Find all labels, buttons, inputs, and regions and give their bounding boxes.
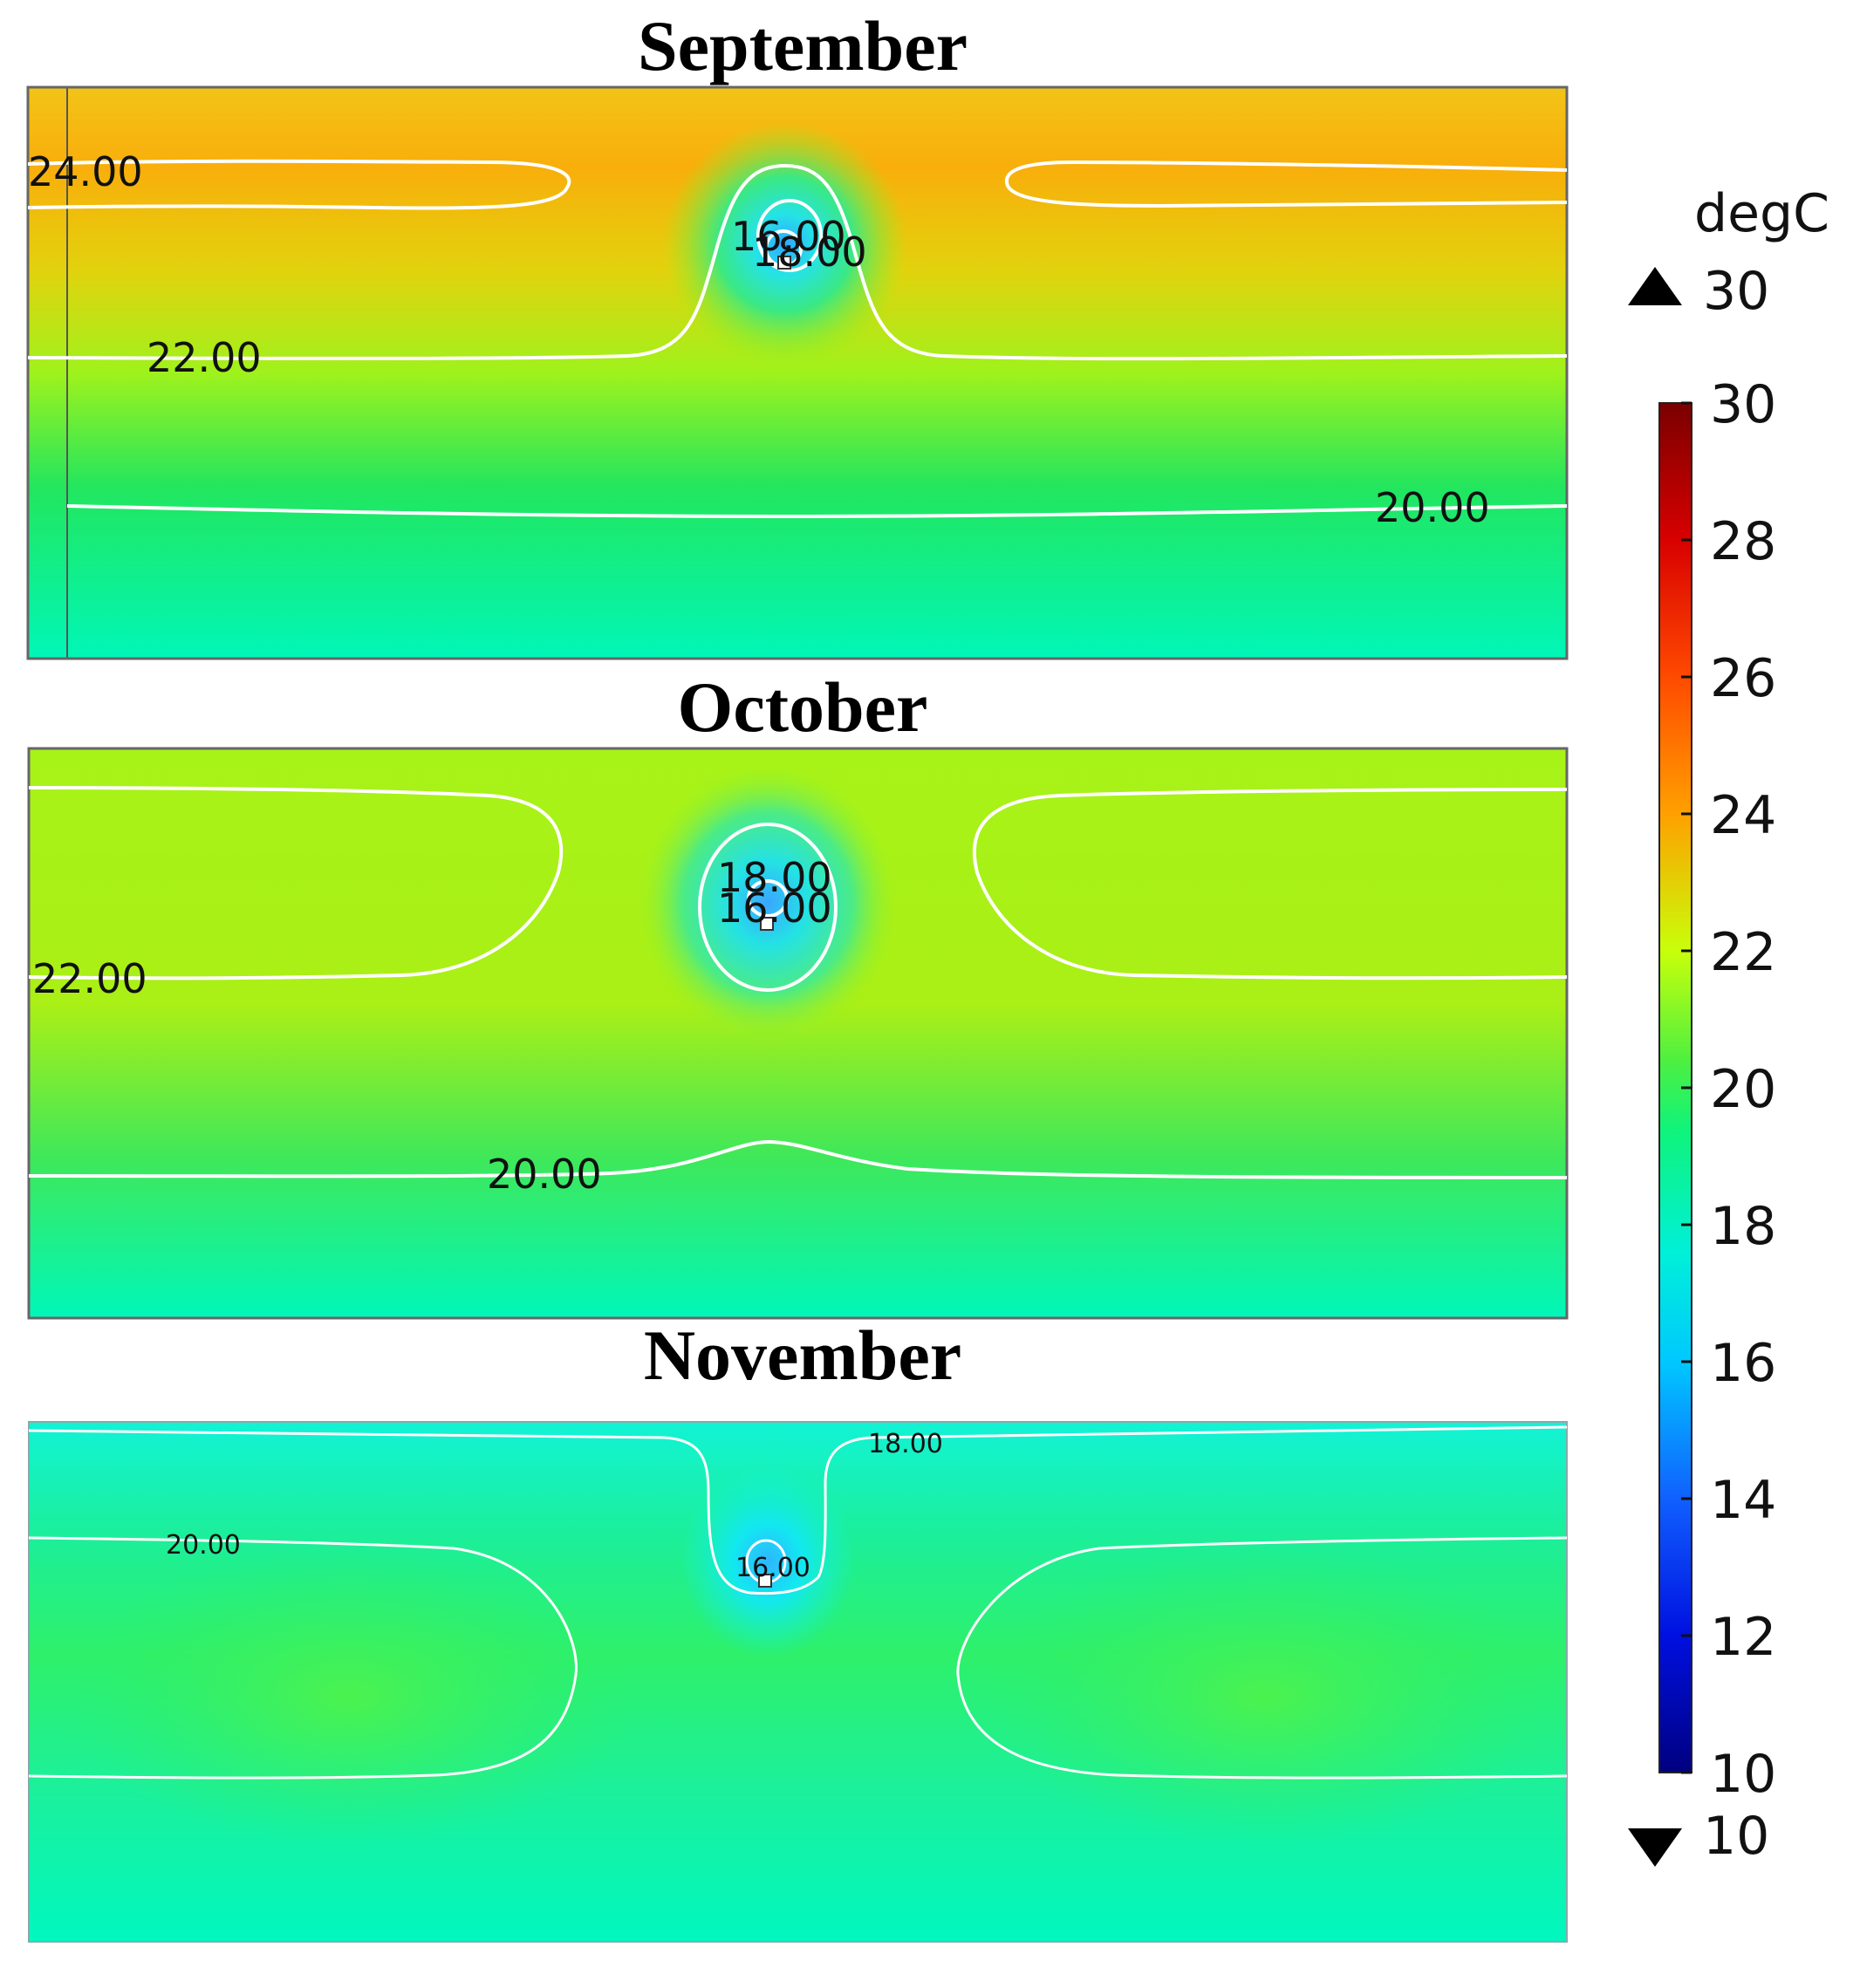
october-contour-18 <box>698 823 838 992</box>
colorbar-tick-label: 14 <box>1710 1470 1776 1531</box>
september-label-24: 24.00 <box>28 148 143 195</box>
colorbar-max-triangle-icon <box>1628 267 1682 305</box>
october-panel-frame <box>27 747 1569 1320</box>
september-label-16: 16.00 <box>731 213 846 260</box>
october-label-20: 20.00 <box>487 1151 602 1198</box>
november-label-18: 18.00 <box>868 1429 943 1459</box>
october-contour-22-right <box>972 788 1567 980</box>
november-contour-20-right <box>956 1536 1567 1780</box>
colorbar-tick-label: 18 <box>1710 1196 1776 1257</box>
september-label-22: 22.00 <box>147 334 262 381</box>
colorbar-tick-label: 30 <box>1710 374 1776 435</box>
november-contour-20-left <box>29 1536 578 1780</box>
colorbar-tick-label: 28 <box>1710 511 1776 572</box>
september-contour-20 <box>66 504 1567 519</box>
colorbar-tick-label: 24 <box>1710 785 1776 846</box>
october-contour-16 <box>747 879 789 918</box>
september-contour-24-left <box>28 159 571 210</box>
september-contour-24-right <box>1005 160 1567 208</box>
september-contour-18 <box>756 199 823 272</box>
november-cold-spot <box>680 1465 855 1657</box>
november-warm-zone-right <box>977 1548 1553 1845</box>
colorbar-tick-label: 10 <box>1710 1744 1776 1805</box>
colorbar-unit-label: degC <box>1694 183 1829 244</box>
panel-title-september: September <box>637 6 968 85</box>
panel-november: 20.00 18.00 16.00 <box>28 1421 1568 1943</box>
colorbar-min-triangle-icon <box>1628 1828 1682 1867</box>
colorbar-min-marker-label: 10 <box>1703 1806 1769 1867</box>
november-warm-zone-left <box>61 1548 637 1845</box>
november-contour-18 <box>29 1425 1567 1595</box>
colorbar-ticks: 30 28 26 24 22 20 18 16 14 12 10 <box>1681 374 1776 1805</box>
october-label-18: 18.00 <box>717 854 832 901</box>
october-label-16: 16.00 <box>717 885 832 932</box>
september-label-20: 20.00 <box>1375 484 1490 531</box>
october-contour-20 <box>29 1139 1567 1179</box>
colorbar-max-marker-label: 30 <box>1703 261 1769 322</box>
panel-title-october: October <box>677 667 928 747</box>
colorbar-tick-label: 20 <box>1710 1059 1776 1120</box>
panel-title-november: November <box>643 1315 962 1395</box>
october-probe-marker <box>760 917 774 931</box>
panel-september: 24.00 22.00 20.00 16.00 18.00 <box>26 85 1569 660</box>
october-contour-22-left <box>29 786 564 980</box>
colorbar-tick-label: 12 <box>1710 1607 1776 1668</box>
colorbar-tick-label: 26 <box>1710 648 1776 709</box>
november-label-20: 20.00 <box>166 1530 241 1561</box>
november-panel-frame <box>28 1421 1568 1943</box>
september-cold-spot <box>663 122 907 366</box>
september-probe-marker <box>777 256 791 270</box>
october-label-22: 22.00 <box>32 955 147 1002</box>
september-panel-frame <box>26 85 1569 660</box>
november-probe-marker <box>758 1574 772 1588</box>
september-contour-22 <box>28 163 1567 361</box>
october-cold-spot <box>637 763 899 1042</box>
panel-october: 22.00 20.00 18.00 16.00 <box>27 747 1569 1320</box>
colorbar-tick-label: 22 <box>1710 922 1776 983</box>
september-label-18: 18.00 <box>752 229 867 276</box>
november-label-16: 16.00 <box>735 1553 810 1583</box>
colorbar-tick-label: 16 <box>1710 1333 1776 1394</box>
colorbar: degC 30 30 28 26 24 22 20 18 16 14 12 10 10 <box>1628 183 1829 1867</box>
